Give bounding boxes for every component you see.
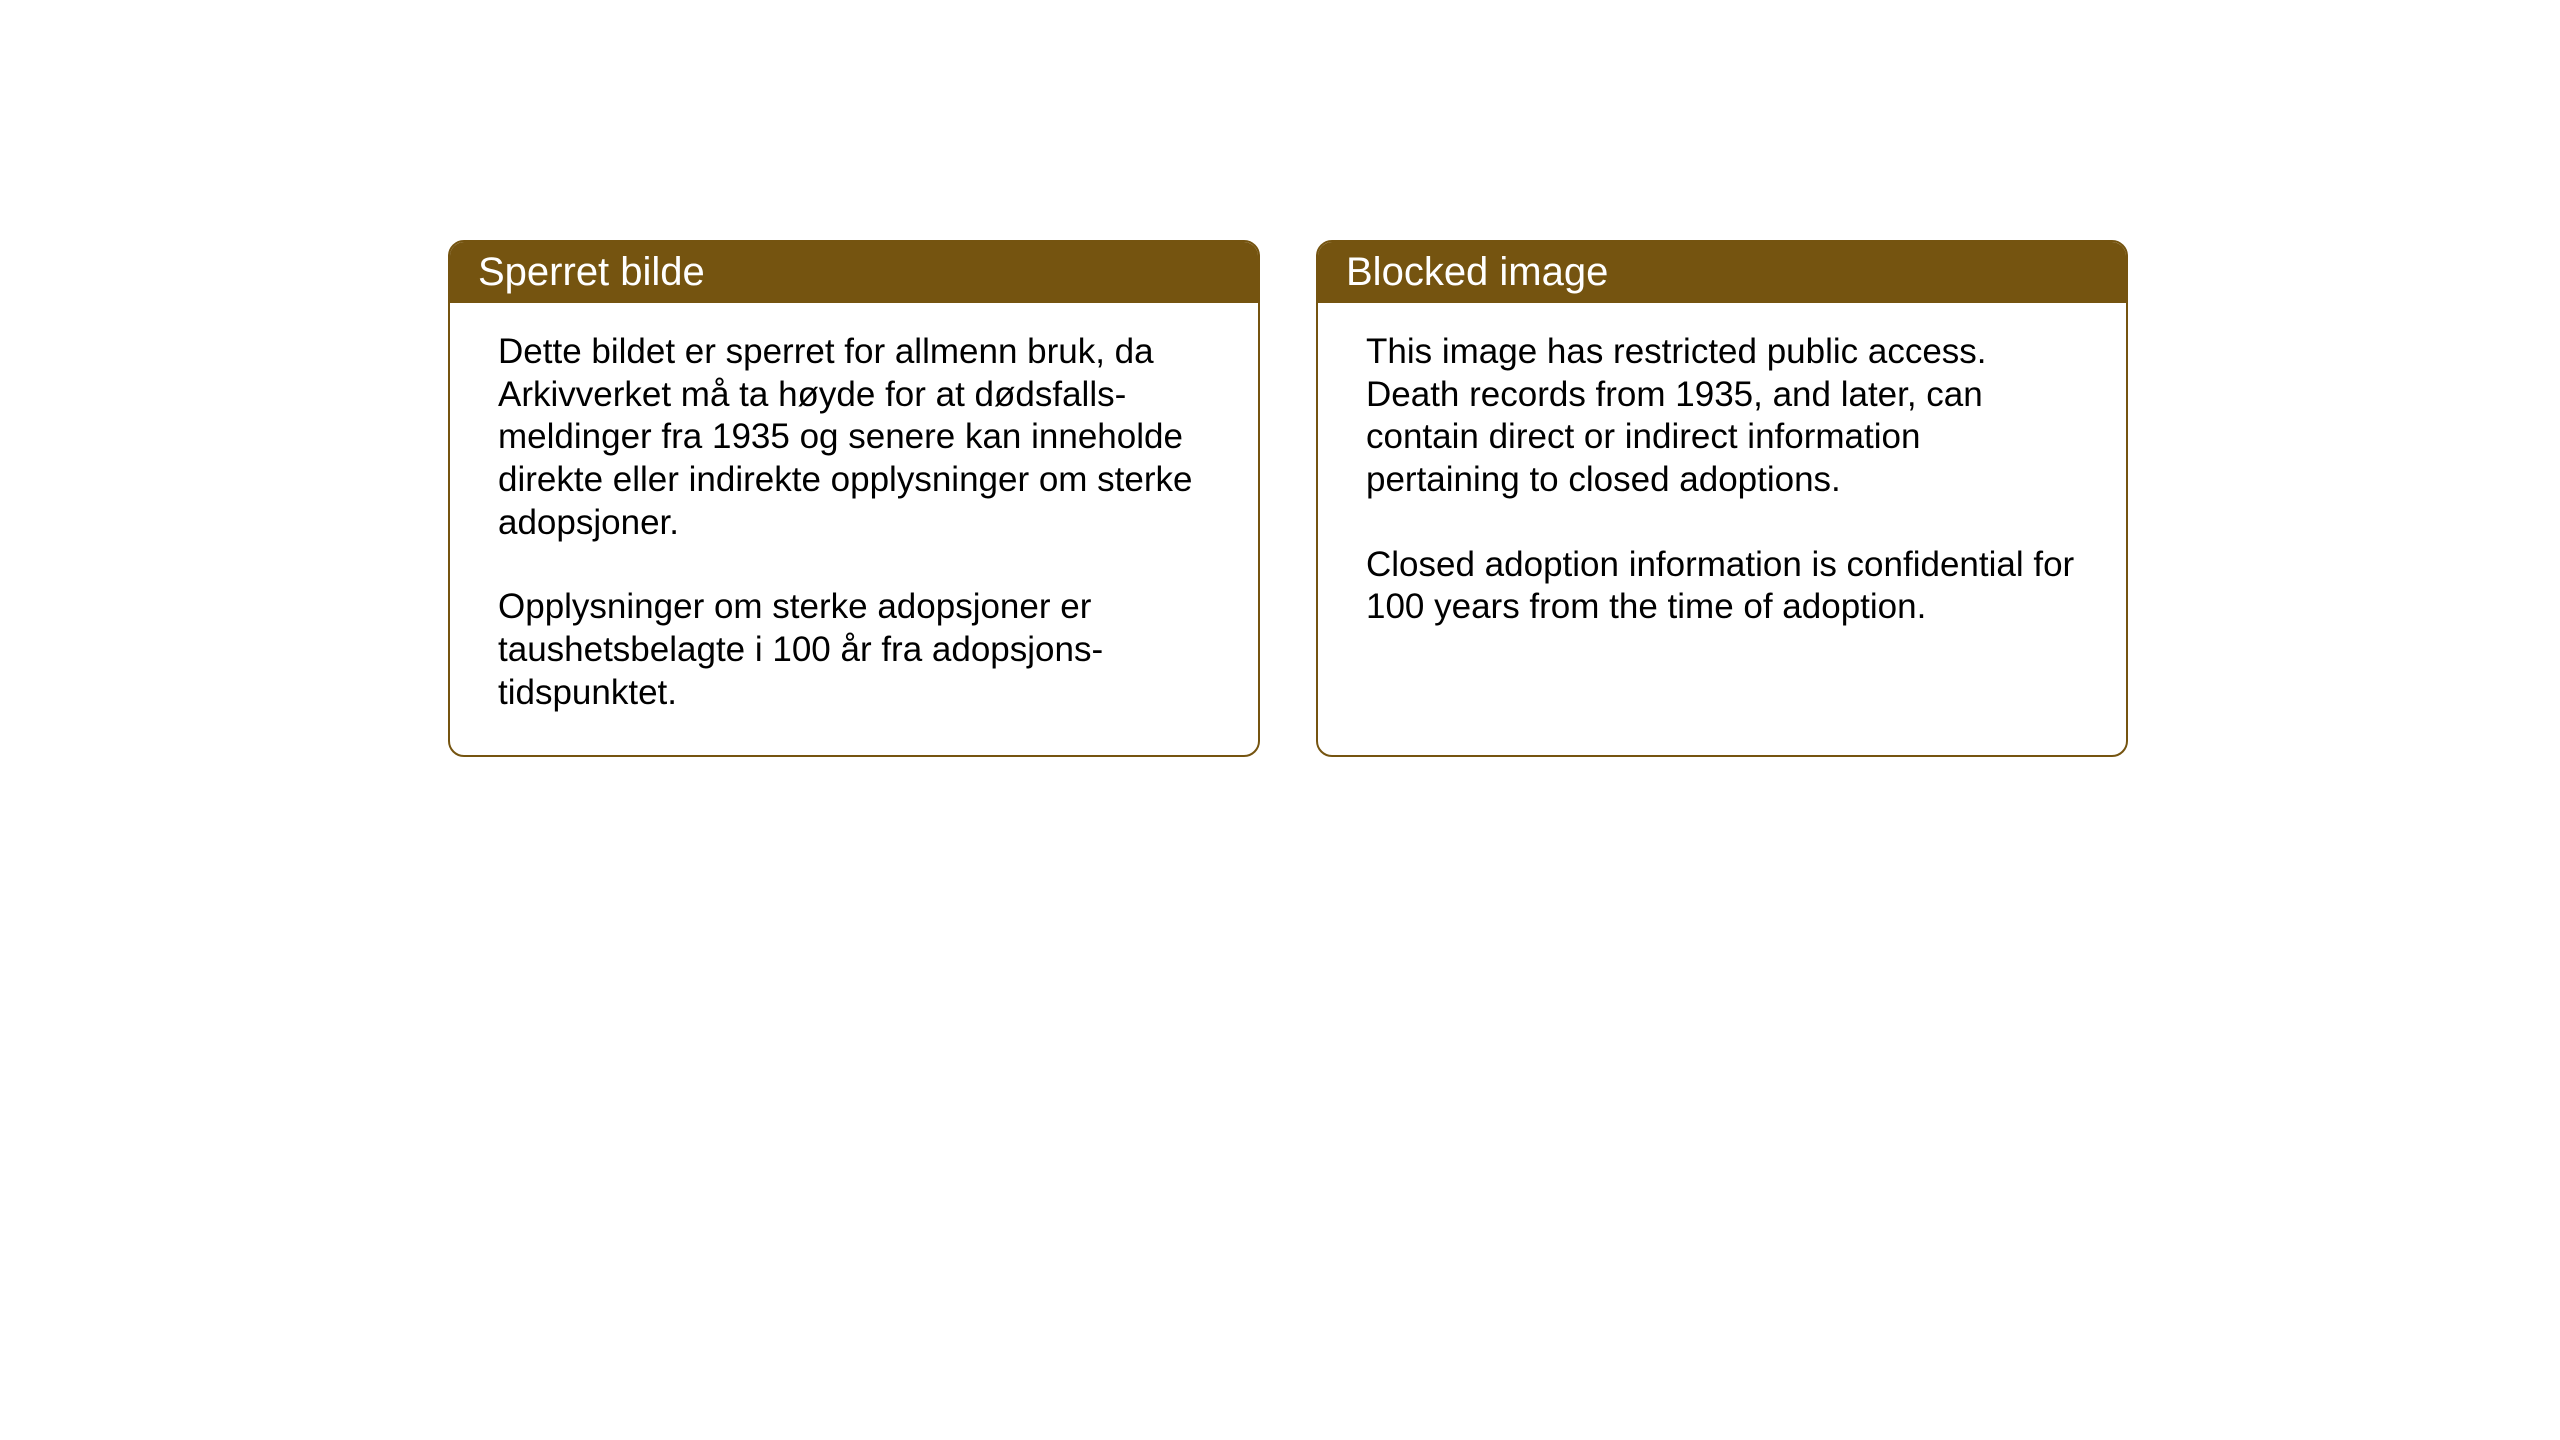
card-paragraph-1-norwegian: Dette bildet er sperret for allmenn bruk…: [498, 331, 1210, 544]
card-title-norwegian: Sperret bilde: [450, 242, 1258, 303]
notice-card-english: Blocked image This image has restricted …: [1316, 240, 2128, 757]
card-body-english: This image has restricted public access.…: [1318, 303, 2126, 743]
card-paragraph-1-english: This image has restricted public access.…: [1366, 331, 2078, 502]
card-body-norwegian: Dette bildet er sperret for allmenn bruk…: [450, 303, 1258, 755]
notice-container: Sperret bilde Dette bildet er sperret fo…: [448, 240, 2128, 757]
card-paragraph-2-english: Closed adoption information is confident…: [1366, 544, 2078, 629]
card-paragraph-2-norwegian: Opplysninger om sterke adopsjoner er tau…: [498, 586, 1210, 714]
card-title-english: Blocked image: [1318, 242, 2126, 303]
notice-card-norwegian: Sperret bilde Dette bildet er sperret fo…: [448, 240, 1260, 757]
